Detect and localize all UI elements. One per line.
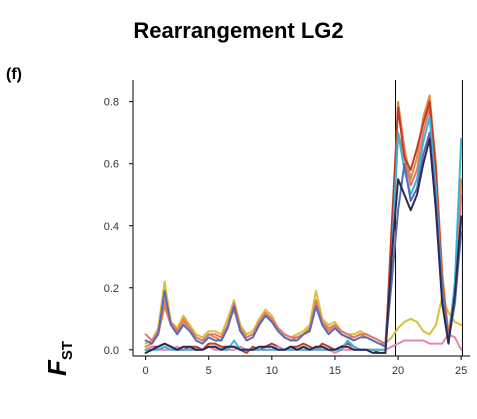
y-tick-label: 0.6 <box>104 159 119 171</box>
series-line <box>144 137 463 354</box>
x-tick-label: 5 <box>206 365 212 377</box>
axes: 0.0 0.2 0.4 0.6 0.8 0 5 10 15 20 25 <box>104 80 470 377</box>
x-tick-label: 0 <box>143 365 149 377</box>
x-tick-label: 15 <box>329 365 341 377</box>
series-lines <box>144 94 463 354</box>
panel-label: (f) <box>6 66 22 83</box>
chart-title: Rearrangement LG2 <box>133 18 344 43</box>
series-line <box>144 131 463 348</box>
series-line <box>144 94 463 348</box>
x-tick-label: 25 <box>455 365 467 377</box>
y-tick-label: 0.0 <box>104 345 119 357</box>
series-line <box>144 100 463 354</box>
y-tick-label: 0.4 <box>104 221 119 233</box>
y-tick-label: 0.2 <box>104 283 119 295</box>
series-line <box>144 280 463 345</box>
y-tick-label: 0.8 <box>104 97 119 109</box>
x-tick-label: 20 <box>392 365 404 377</box>
series-line <box>144 116 463 351</box>
series-line <box>144 106 463 345</box>
x-tick-label: 10 <box>266 365 278 377</box>
